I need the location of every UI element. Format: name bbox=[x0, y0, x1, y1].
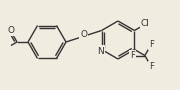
Text: F: F bbox=[149, 62, 154, 71]
Text: Cl: Cl bbox=[141, 19, 150, 28]
Text: F: F bbox=[149, 40, 154, 49]
Text: O: O bbox=[7, 26, 14, 35]
Text: N: N bbox=[97, 47, 104, 56]
Text: F: F bbox=[130, 51, 135, 60]
Text: O: O bbox=[80, 30, 87, 39]
